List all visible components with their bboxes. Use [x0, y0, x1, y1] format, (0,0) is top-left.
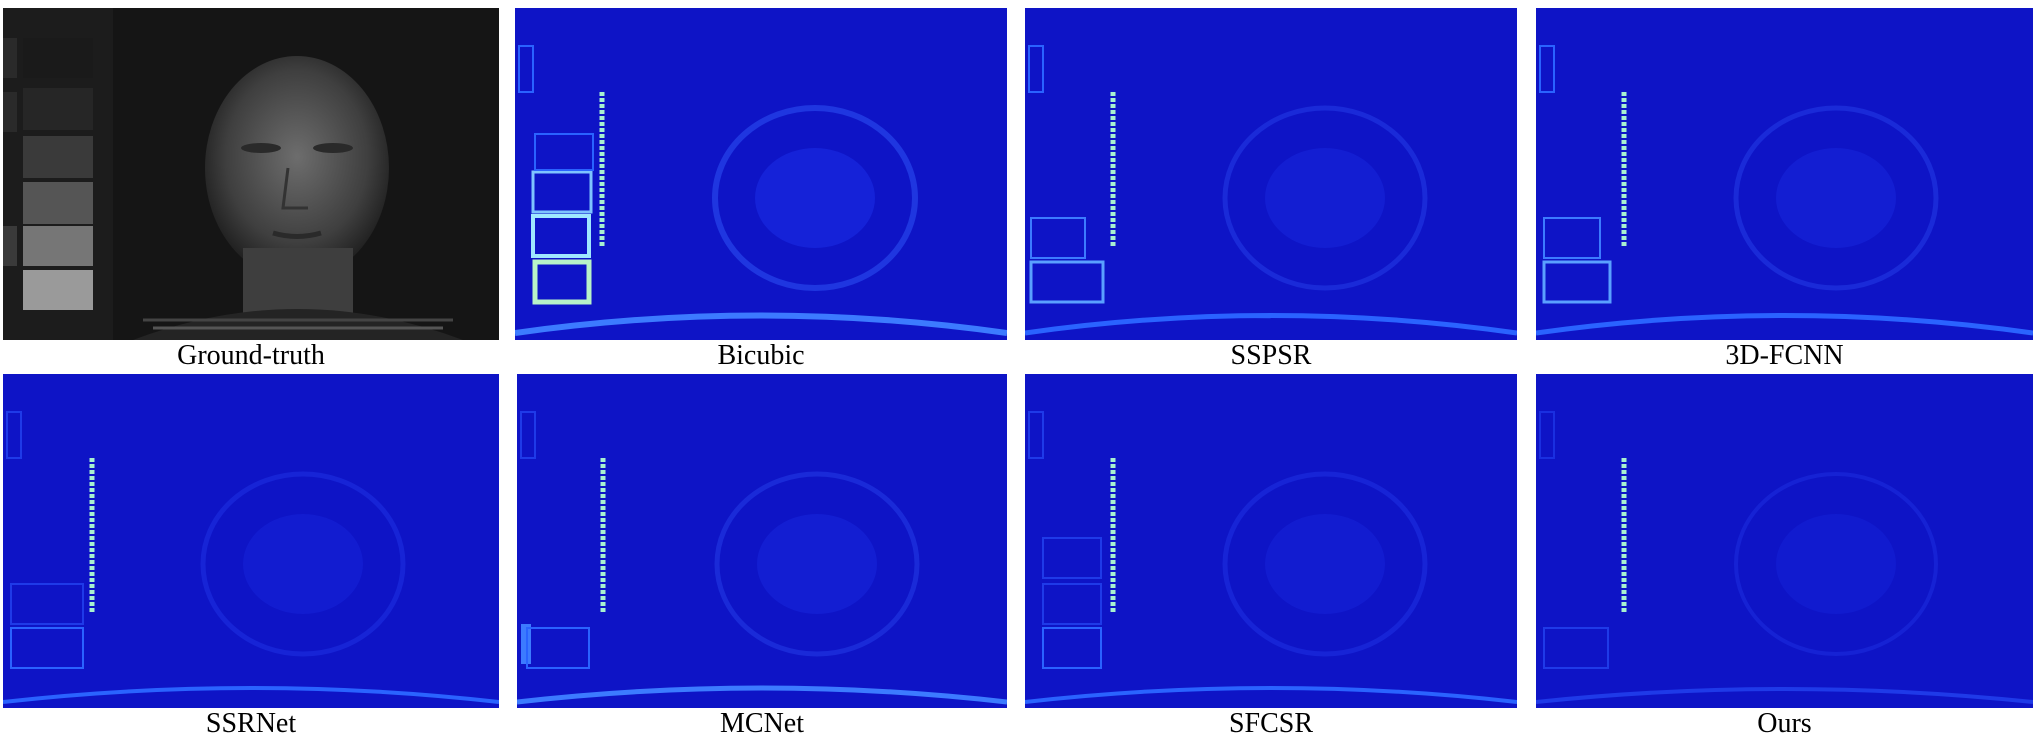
- caption: SSRNet: [205, 708, 297, 739]
- error-map-image: [1536, 8, 2033, 340]
- caption: SSPSR: [1230, 340, 1312, 371]
- caption: Bicubic: [717, 340, 805, 371]
- error-map-image: [1025, 8, 1517, 340]
- error-map-image: [517, 374, 1007, 708]
- error-map-image: [1025, 374, 1517, 708]
- caption: 3D-FCNN: [1725, 340, 1844, 371]
- caption: Ground-truth: [177, 340, 325, 371]
- error-map-image: [3, 374, 499, 708]
- caption: SFCSR: [1228, 708, 1314, 739]
- ground-truth-image: [3, 8, 499, 340]
- error-map-image: [1536, 374, 2033, 708]
- caption: Ours: [1757, 708, 1812, 739]
- caption: MCNet: [720, 708, 804, 739]
- error-map-image: [515, 8, 1007, 340]
